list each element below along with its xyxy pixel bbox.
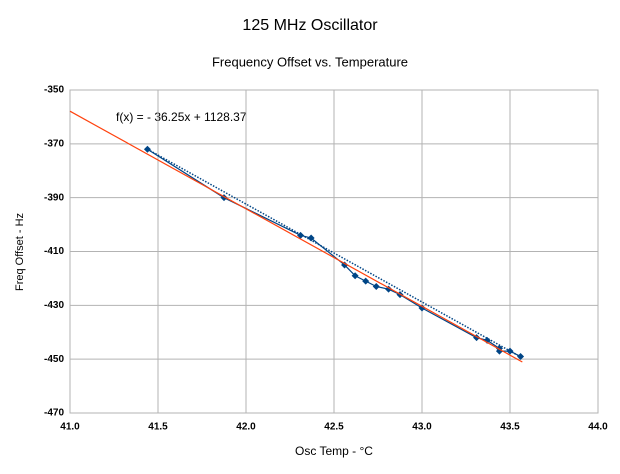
y-tick-label: -430 [44,300,64,311]
plot-border [69,89,599,414]
chart-subtitle: Frequency Offset vs. Temperature [212,54,408,69]
data-point [351,272,359,280]
data-point [341,261,349,269]
x-tick-label: 42.5 [324,422,344,433]
y-tick-label: -390 [44,192,64,203]
data-point [307,234,315,242]
x-tick-label: 44.0 [588,422,608,433]
x-tick-label: 42.0 [236,422,256,433]
y-tick-label: -350 [44,85,64,96]
y-tick-label: -450 [44,354,64,365]
data-point [362,277,370,285]
x-tick-label: 43.0 [412,422,432,433]
x-axis-label: Osc Temp - °C [295,444,373,458]
data-point [297,231,305,239]
x-tick-label: 43.5 [500,422,520,433]
annotation: f(x) = - 36.25x + 1128.37 [116,110,247,124]
x-tick-label: 41.0 [60,422,80,433]
data-point [418,304,426,312]
y-axis-label: Freq Offset - Hz [14,213,26,291]
y-tick-label: -410 [44,246,64,257]
y-tick-label: -470 [44,408,64,419]
chart-title: 125 MHz Oscillator [242,17,378,34]
y-tick-label: -370 [44,138,64,149]
x-tick-label: 41.5 [148,422,168,433]
series-line [69,110,523,363]
series-line [147,148,523,359]
data-point [372,282,380,290]
data-point [495,347,503,355]
